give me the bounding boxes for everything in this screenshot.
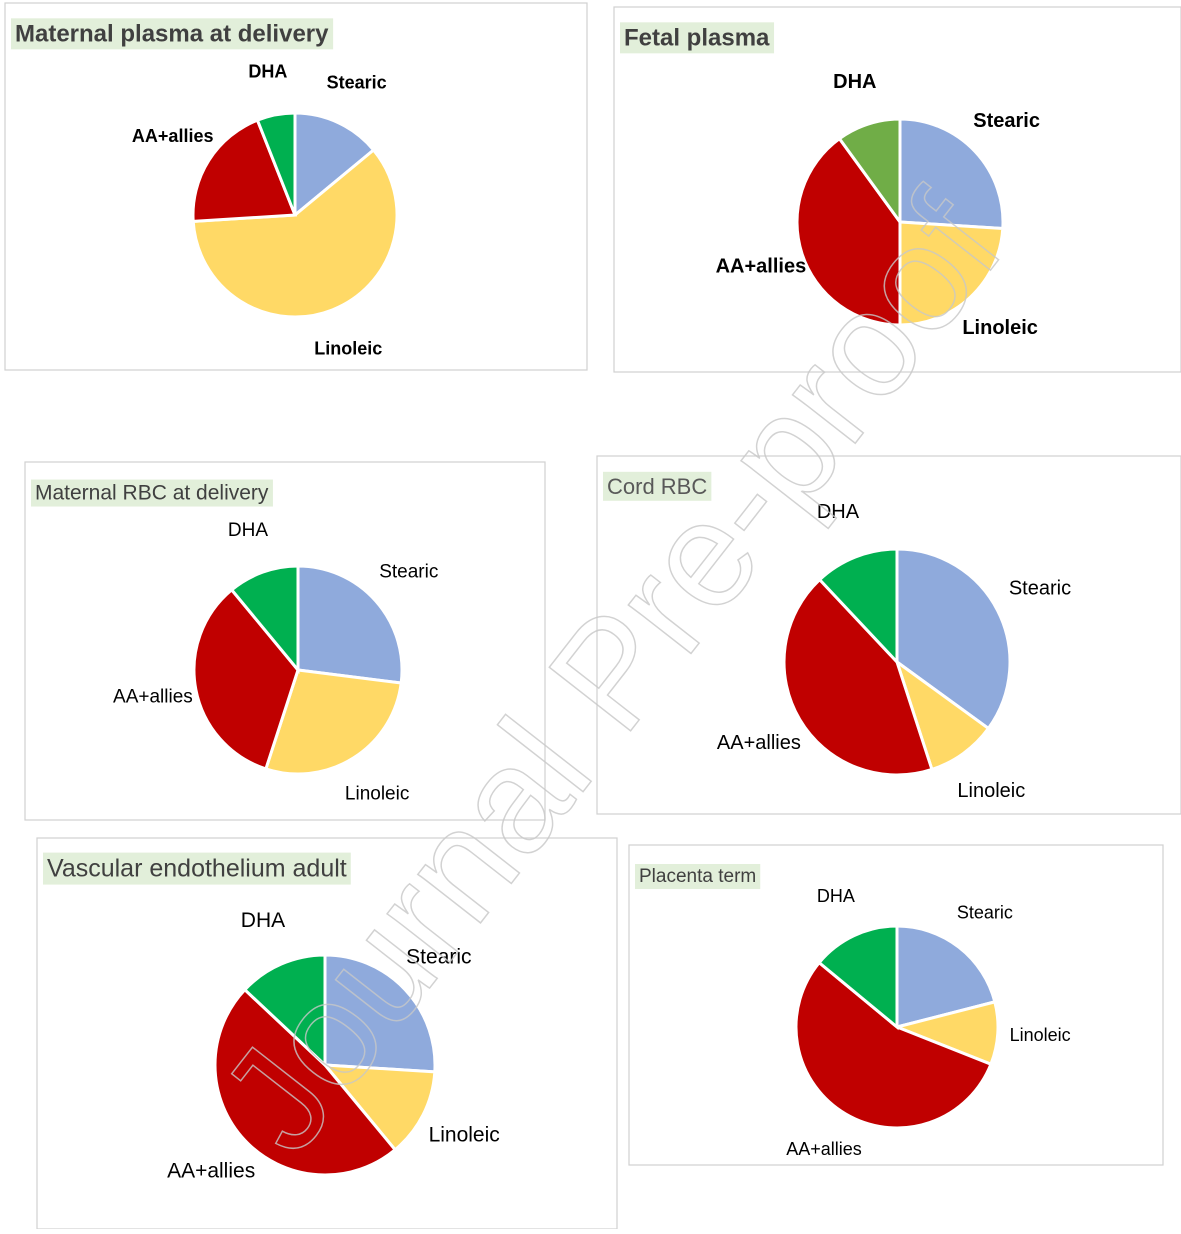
slice-label: DHA — [833, 71, 876, 93]
slice-label: Linoleic — [962, 317, 1038, 339]
chart-title: Fetal plasma — [624, 24, 770, 51]
pie-slice — [191, 118, 298, 223]
title-highlight — [31, 479, 273, 507]
slice-label: Stearic — [973, 110, 1040, 132]
slice-label: Stearic — [1009, 577, 1071, 599]
slice-label: Linoleic — [314, 338, 382, 358]
slice-label: Stearic — [327, 73, 387, 93]
slice-label: AA+allies — [113, 687, 193, 708]
pie-slice — [895, 547, 1012, 731]
slice-label: DHA — [241, 909, 285, 932]
pie-slice — [263, 668, 403, 776]
pie-slice — [817, 924, 899, 1031]
title-highlight — [43, 852, 351, 885]
slice-label: AA+allies — [717, 732, 801, 754]
slice-label: Stearic — [379, 561, 438, 582]
pie-slice — [255, 111, 297, 216]
slice-label: Linoleic — [957, 780, 1025, 802]
title-highlight — [11, 18, 334, 50]
pie-slice — [323, 953, 437, 1074]
chart-title: Cord RBC — [607, 474, 707, 499]
slice-label: Linoleic — [429, 1123, 500, 1146]
slice-label: Linoleic — [345, 784, 409, 805]
pie-slice — [895, 924, 997, 1029]
pie-slice — [795, 136, 902, 327]
chart-title: Maternal RBC at delivery — [35, 482, 269, 505]
chart-title: Placenta term — [639, 866, 756, 887]
pie-slice — [817, 547, 899, 666]
pie-slice — [321, 1063, 437, 1152]
slice-label: DHA — [817, 501, 860, 523]
slice-label: DHA — [817, 886, 855, 906]
pie-slice — [213, 987, 398, 1177]
title-highlight — [635, 864, 761, 890]
pie-slice — [191, 147, 399, 319]
pie-slice — [296, 564, 404, 685]
pie-slice — [794, 960, 993, 1130]
pie-slice — [242, 953, 327, 1069]
slice-label: DHA — [228, 520, 268, 541]
slice-label: AA+allies — [716, 255, 807, 277]
chart-title: Maternal plasma at delivery — [15, 20, 329, 47]
pie-slice — [782, 577, 934, 777]
pie-slice — [837, 117, 902, 227]
title-highlight — [603, 471, 712, 501]
slice-label: Stearic — [957, 902, 1013, 922]
pie-slice — [898, 220, 1005, 327]
pie-slice — [293, 111, 376, 219]
slice-label: Linoleic — [1010, 1025, 1071, 1045]
slice-label: DHA — [248, 61, 287, 81]
slice-label: AA+allies — [167, 1159, 255, 1182]
slice-label: Stearic — [406, 946, 471, 969]
pie-slice — [229, 564, 300, 675]
pie-slice — [898, 117, 1005, 231]
chart-title: Vascular endothelium adult — [47, 855, 347, 883]
title-highlight — [620, 22, 775, 54]
slice-label: AA+allies — [786, 1139, 862, 1159]
pie-slice — [192, 587, 300, 771]
slice-label: AA+allies — [132, 126, 214, 146]
